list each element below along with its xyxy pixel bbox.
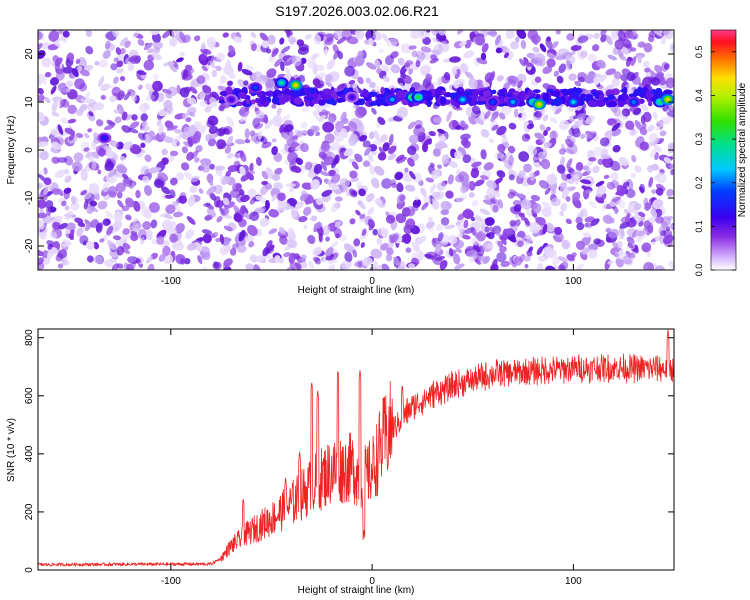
- colorbar-label: Normalized spectral amplitude: [737, 82, 748, 217]
- spectrogram-noise-field: [38, 30, 674, 270]
- hotspot: [626, 96, 641, 108]
- snr-series-line: [38, 329, 674, 567]
- colorbar-tick-label: 0.4: [694, 89, 704, 102]
- hotspot: [411, 91, 426, 103]
- colorbar-tick-label: 0.0: [694, 264, 704, 277]
- hotspot: [505, 96, 520, 108]
- colorbar-tick-label: 0.2: [694, 176, 704, 189]
- hotspot: [274, 77, 289, 89]
- hotspot: [97, 132, 112, 144]
- y-tick-label: 20: [24, 48, 35, 60]
- hotspot: [660, 94, 674, 106]
- y-tick-label: 400: [24, 445, 35, 462]
- chart-title: S197.2026.003.02.06.R21: [275, 3, 439, 19]
- spectrogram-plot-area: [37, 29, 675, 271]
- spectrogram-x-axis: -100 0 100: [161, 30, 582, 287]
- x-tick-label: 0: [369, 576, 375, 587]
- spectrogram-y-axis: -20 -10 0 10 20: [24, 48, 674, 253]
- hotspot: [455, 94, 470, 106]
- y-tick-label: -10: [24, 190, 35, 205]
- spectrogram-y-label: Frequency (Hz): [6, 116, 17, 185]
- hotspot: [566, 96, 581, 108]
- snr-y-label: SNR (10 * v/v): [6, 418, 17, 482]
- colorbar-tick-label: 0.3: [694, 133, 704, 146]
- x-tick-label: -100: [161, 276, 181, 287]
- colorbar: 0.0 0.1 0.2 0.3 0.4 0.5 Normalized spectral a…: [694, 29, 748, 277]
- snr-y-axis: 0 200 400 600 800: [24, 329, 674, 573]
- snr-x-label: Height of straight line (km): [298, 585, 415, 596]
- hotspot: [288, 79, 303, 91]
- snr-plot-frame: [37, 328, 675, 571]
- y-tick-label: 10: [24, 96, 35, 108]
- x-tick-label: -100: [161, 576, 181, 587]
- colorbar-tick-label: 0.1: [694, 220, 704, 233]
- y-tick-label: 0: [24, 147, 35, 153]
- x-tick-label: 100: [565, 276, 582, 287]
- y-tick-label: 800: [24, 329, 35, 346]
- y-tick-label: -20: [24, 238, 35, 253]
- colorbar-ticks: 0.0 0.1 0.2 0.3 0.4 0.5: [694, 46, 736, 277]
- x-tick-label: 0: [369, 276, 375, 287]
- y-tick-label: 600: [24, 387, 35, 404]
- snr-x-axis: -100 0 100: [161, 329, 582, 587]
- spectrogram-x-label: Height of straight line (km): [298, 285, 415, 296]
- colorbar-gradient: [710, 29, 737, 271]
- hotspot: [385, 94, 400, 106]
- hotspot: [485, 96, 500, 108]
- hotspot: [224, 94, 239, 106]
- hotspot: [532, 98, 547, 110]
- snr-panel: -100 0 100 0 200 400 600 800 Height of straigh…: [6, 328, 675, 596]
- y-tick-label: 200: [24, 503, 35, 520]
- colorbar-tick-label: 0.5: [694, 46, 704, 59]
- hotspot: [248, 82, 263, 94]
- hotspot: [344, 91, 359, 103]
- x-tick-label: 100: [565, 576, 582, 587]
- y-tick-label: 0: [24, 567, 35, 573]
